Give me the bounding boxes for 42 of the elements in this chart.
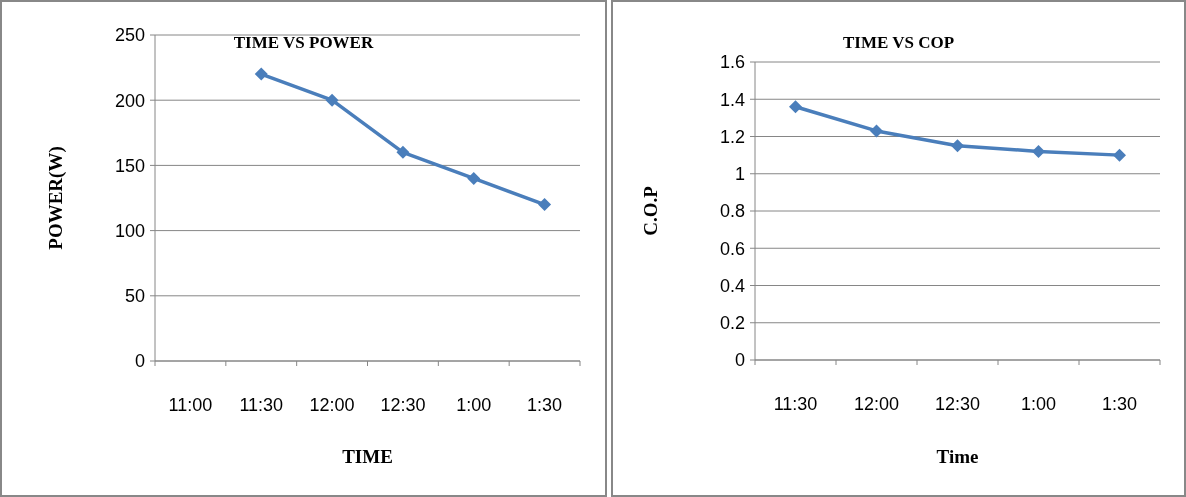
y-tick-label: 0.6 [719, 238, 745, 259]
y-tick-label: 50 [124, 286, 145, 307]
x-tick-label: 1:00 [456, 395, 492, 415]
x-tick-label: 1:30 [1101, 394, 1138, 414]
y-tick-label: 1 [734, 164, 745, 185]
x-tick-label: 12:00 [309, 395, 355, 415]
y-axis-title: POWER(W) [45, 146, 67, 250]
y-tick-label: 0.8 [719, 201, 745, 222]
x-axis-title: TIME [342, 446, 393, 467]
point [870, 124, 883, 138]
y-tick-label: 250 [114, 25, 145, 46]
x-tick-label: 12:30 [380, 395, 426, 415]
y-tick-label: 0.2 [719, 313, 745, 334]
point [325, 93, 339, 107]
point [1032, 144, 1045, 158]
point [538, 198, 552, 212]
point [254, 67, 268, 81]
chart-title: TIME VS COP [842, 33, 955, 52]
y-tick-label: 200 [114, 90, 145, 111]
chart-title: TIME VS POWER [233, 33, 374, 52]
x-tick-label: 11:00 [168, 395, 213, 415]
x-tick-label: 12:30 [934, 394, 981, 414]
y-tick-label: 1.4 [719, 89, 745, 110]
y-tick-label: 100 [114, 220, 145, 241]
point [951, 139, 964, 153]
x-tick-label: 11:30 [773, 394, 818, 414]
y-tick-label: 1.6 [719, 52, 745, 73]
point [467, 171, 481, 185]
x-tick-label: 1:30 [527, 395, 563, 415]
point [1113, 148, 1126, 162]
y-axis-title: C.O.P [640, 185, 661, 236]
y-tick-label: 0 [134, 351, 145, 372]
y-tick-label: 0.4 [719, 275, 745, 296]
x-tick-label: 1:00 [1020, 394, 1057, 414]
y-tick-label: 0 [734, 350, 745, 371]
x-tick-label: 12:00 [853, 394, 900, 414]
point [789, 100, 802, 114]
x-tick-label: 11:30 [239, 395, 284, 415]
y-tick-label: 1.2 [719, 126, 745, 147]
point [396, 145, 410, 159]
y-tick-label: 150 [114, 155, 145, 176]
x-axis-title: Time [936, 446, 979, 467]
